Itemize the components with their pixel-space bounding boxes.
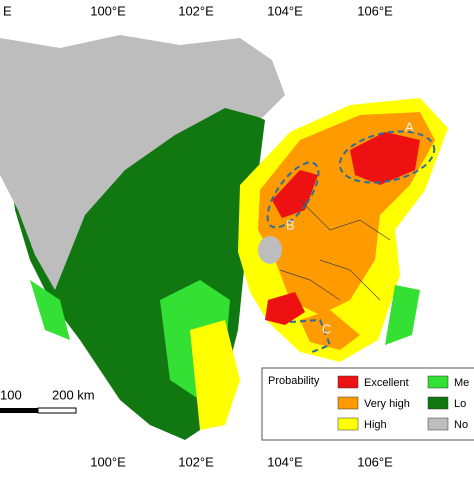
- no-data-area: [0, 35, 285, 290]
- region-c-outline: [289, 318, 332, 353]
- medium-area-east: [385, 285, 420, 345]
- x-labels: 100°E 102°E 104°E 106°E 100°E 102°E 104°E 106°E: [90, 3, 393, 469]
- x-label-bottom: 104°E: [267, 454, 303, 469]
- x-label-bottom: 100°E: [90, 454, 126, 469]
- x-label-top: 102°E: [178, 3, 214, 18]
- legend-label: No: [454, 419, 468, 431]
- legend-swatch: [427, 417, 449, 431]
- region-label: A: [405, 119, 414, 134]
- legend-swatch: [337, 375, 359, 389]
- excellent-area-b: [272, 170, 318, 218]
- map-body: [0, 35, 448, 440]
- x-label-top: 106°E: [357, 3, 393, 18]
- legend-label: High: [364, 419, 387, 431]
- legend-label: Excellent: [364, 377, 409, 389]
- scale-label: 200 km: [52, 387, 95, 402]
- legend-label: Me: [454, 377, 469, 389]
- legend-swatch: [337, 396, 359, 410]
- region-label: B: [286, 217, 295, 232]
- boundaries: [279, 199, 391, 301]
- region-a-outline: [338, 130, 436, 184]
- legend-title: Probability: [268, 375, 320, 387]
- scale-label: 100: [0, 387, 22, 402]
- high-area-south: [190, 320, 240, 430]
- legend-swatch: [427, 375, 449, 389]
- x-label-bottom: 102°E: [178, 454, 214, 469]
- legend-label: Lo: [454, 398, 466, 410]
- scale-bar: 100 200 km: [0, 387, 95, 414]
- city-gap: [258, 236, 282, 264]
- corner-label: E: [3, 3, 12, 18]
- x-label-bottom: 106°E: [357, 454, 393, 469]
- scale-segment: [37, 407, 77, 414]
- excellent-area-a: [350, 132, 420, 185]
- legend-label: Very high: [364, 398, 410, 410]
- medium-area: [30, 280, 230, 400]
- legend-swatch: [427, 396, 449, 410]
- legend: Probability Excellent Very high High Me Lo No: [261, 367, 474, 441]
- excellent-area-c: [265, 292, 305, 325]
- legend-swatch: [337, 417, 359, 431]
- scale-segment: [0, 408, 38, 413]
- region-label: C: [322, 321, 331, 336]
- x-label-top: 104°E: [267, 3, 303, 18]
- x-label-top: 100°E: [90, 3, 126, 18]
